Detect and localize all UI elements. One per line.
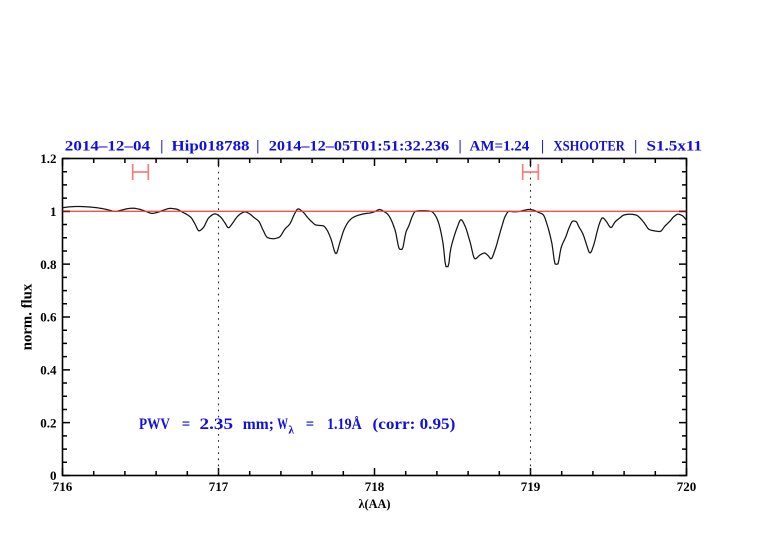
- svg-text:norm. flux: norm. flux: [19, 283, 35, 350]
- svg-text:720: 720: [677, 479, 697, 494]
- svg-text:2014–12–05T01:51:32.236: 2014–12–05T01:51:32.236: [269, 138, 449, 154]
- svg-text:716: 716: [53, 479, 73, 494]
- svg-text:|: |: [256, 138, 259, 154]
- svg-text:2014–12–04: 2014–12–04: [65, 138, 150, 154]
- svg-text:719: 719: [521, 479, 541, 494]
- svg-text:|: |: [459, 138, 462, 154]
- svg-text:S1.5x11: S1.5x11: [647, 138, 703, 154]
- svg-text:AM=1.24: AM=1.24: [470, 138, 530, 154]
- svg-text:1: 1: [50, 204, 57, 219]
- svg-text:0.2: 0.2: [40, 415, 56, 430]
- svg-text:0.6: 0.6: [40, 310, 57, 325]
- svg-text:2.35: 2.35: [200, 416, 234, 433]
- svg-text:(corr: 0.95): (corr: 0.95): [373, 416, 456, 433]
- svg-text:1.19Å: 1.19Å: [327, 416, 363, 433]
- svg-text:|: |: [160, 138, 163, 154]
- svg-text:λ: λ: [288, 425, 294, 437]
- svg-text:mm;: mm;: [243, 416, 274, 433]
- svg-text:λ(AA): λ(AA): [359, 496, 391, 511]
- svg-text:=: =: [182, 416, 191, 433]
- svg-text:0.4: 0.4: [40, 362, 57, 377]
- svg-text:1.2: 1.2: [40, 151, 56, 166]
- svg-text:|: |: [634, 138, 637, 154]
- svg-text:XSHOOTER: XSHOOTER: [554, 138, 626, 154]
- svg-text:718: 718: [365, 479, 385, 494]
- svg-text:PWV: PWV: [139, 416, 171, 433]
- svg-text:W: W: [277, 416, 288, 433]
- svg-text:0: 0: [50, 468, 57, 483]
- svg-text:Hip018788: Hip018788: [172, 138, 250, 154]
- svg-text:|: |: [541, 138, 544, 154]
- svg-text:717: 717: [209, 479, 229, 494]
- svg-text:0.8: 0.8: [40, 257, 57, 272]
- svg-text:=: =: [306, 416, 314, 433]
